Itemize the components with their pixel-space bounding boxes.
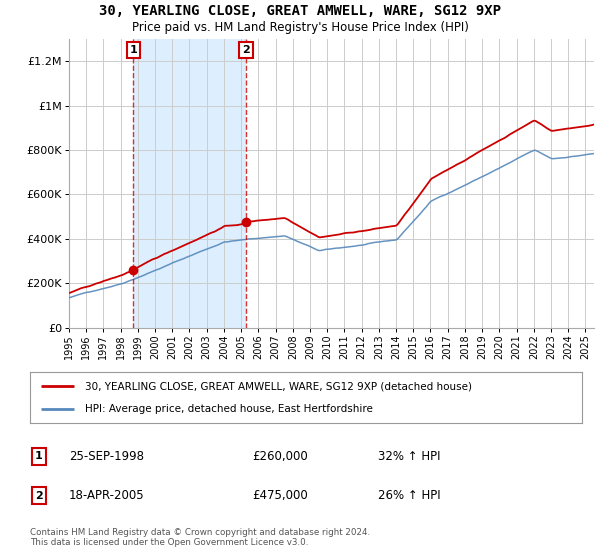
Text: 25-SEP-1998: 25-SEP-1998: [69, 450, 144, 463]
Bar: [133, 39, 246, 328]
Text: 30, YEARLING CLOSE, GREAT AMWELL, WARE, SG12 9XP: 30, YEARLING CLOSE, GREAT AMWELL, WARE, …: [99, 4, 501, 18]
Text: 32% ↑ HPI: 32% ↑ HPI: [378, 450, 440, 463]
Text: £260,000: £260,000: [252, 450, 308, 463]
Text: 1: 1: [35, 451, 43, 461]
Text: Contains HM Land Registry data © Crown copyright and database right 2024.
This d: Contains HM Land Registry data © Crown c…: [30, 528, 370, 547]
Text: 2: 2: [35, 491, 43, 501]
Text: 1: 1: [130, 45, 137, 55]
Text: 2: 2: [242, 45, 250, 55]
Text: HPI: Average price, detached house, East Hertfordshire: HPI: Average price, detached house, East…: [85, 404, 373, 414]
Text: 18-APR-2005: 18-APR-2005: [69, 489, 145, 502]
Text: 30, YEARLING CLOSE, GREAT AMWELL, WARE, SG12 9XP (detached house): 30, YEARLING CLOSE, GREAT AMWELL, WARE, …: [85, 381, 472, 391]
Text: £475,000: £475,000: [252, 489, 308, 502]
Text: 26% ↑ HPI: 26% ↑ HPI: [378, 489, 440, 502]
Text: Price paid vs. HM Land Registry's House Price Index (HPI): Price paid vs. HM Land Registry's House …: [131, 21, 469, 34]
